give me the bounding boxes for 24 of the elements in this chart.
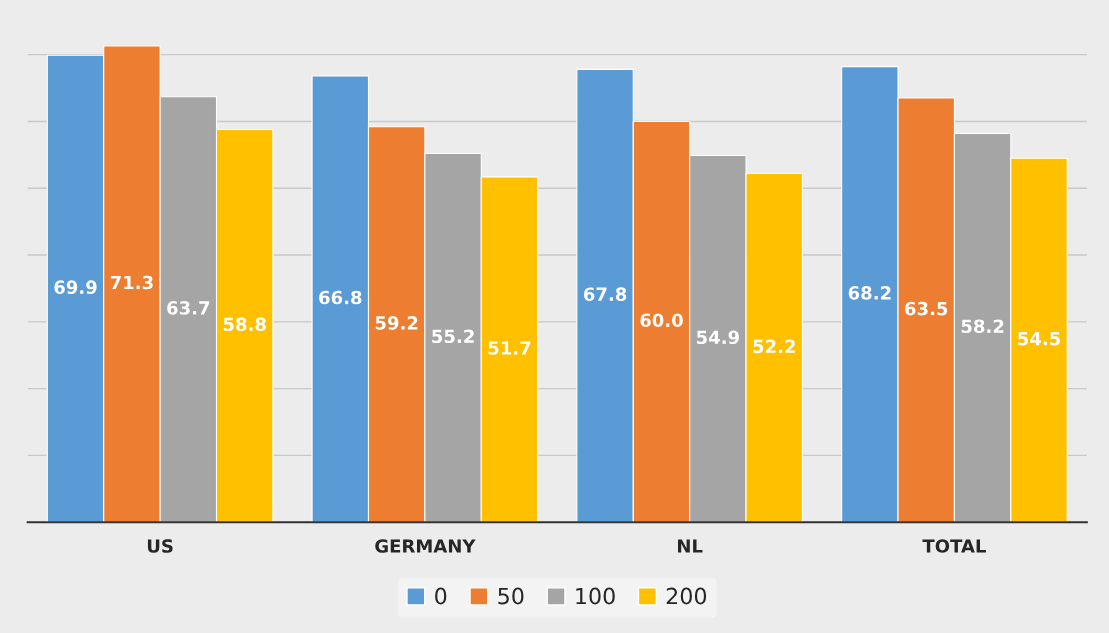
x-tick-label: GERMANY: [375, 539, 476, 553]
data-label: 58.8: [223, 317, 266, 332]
data-label: 63.7: [167, 301, 210, 315]
data-label: 67.8: [583, 287, 627, 302]
data-label: 59.2: [375, 316, 418, 330]
data-label: 66.8: [319, 290, 362, 305]
x-tick-label: TOTAL: [922, 539, 986, 553]
data-label: 54.9: [696, 330, 739, 345]
data-label: 60.0: [640, 313, 683, 328]
data-label: 51.7: [488, 341, 531, 355]
legend-label: 0: [435, 587, 447, 605]
legend-label: 200: [666, 587, 707, 605]
data-label: 68.2: [848, 286, 891, 300]
legend-label: 100: [576, 587, 615, 605]
data-label: 54.5: [1018, 332, 1061, 346]
data-label: 69.9: [54, 280, 97, 295]
data-label: 63.5: [905, 301, 948, 316]
x-tick-label: NL: [678, 539, 703, 553]
legend-label: 50: [498, 587, 524, 605]
data-label: 58.2: [961, 319, 1004, 334]
data-label: 55.2: [432, 329, 474, 344]
data-label: 52.2: [753, 339, 795, 354]
x-tick-label: US: [147, 539, 173, 553]
data-label: 71.3: [110, 275, 153, 290]
